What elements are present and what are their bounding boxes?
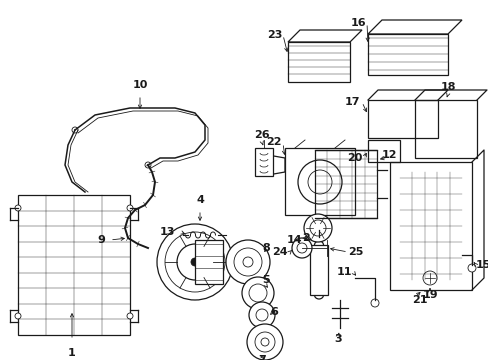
Text: 14: 14	[286, 235, 302, 245]
Bar	[195, 240, 223, 284]
Text: 12: 12	[381, 150, 397, 160]
Text: 5: 5	[262, 275, 269, 285]
Text: 13: 13	[159, 227, 175, 237]
Circle shape	[15, 205, 21, 211]
Bar	[414, 100, 476, 158]
Text: 4: 4	[196, 195, 203, 205]
Text: 10: 10	[132, 80, 147, 90]
Text: 2: 2	[302, 233, 309, 243]
Text: 17: 17	[344, 97, 359, 107]
Bar	[309, 245, 327, 295]
Circle shape	[157, 224, 232, 300]
Circle shape	[127, 205, 133, 211]
Circle shape	[191, 258, 199, 266]
Text: 26: 26	[254, 130, 269, 140]
Circle shape	[304, 214, 331, 242]
Circle shape	[422, 271, 436, 285]
Circle shape	[467, 264, 475, 272]
Circle shape	[127, 313, 133, 319]
Text: 15: 15	[475, 260, 488, 270]
Text: 19: 19	[421, 290, 437, 300]
Circle shape	[248, 302, 274, 328]
Circle shape	[72, 127, 78, 133]
Bar	[314, 150, 376, 218]
Bar	[367, 140, 399, 162]
Circle shape	[15, 313, 21, 319]
Bar	[367, 100, 437, 138]
Text: 22: 22	[266, 137, 282, 147]
Circle shape	[242, 277, 273, 309]
Text: 7: 7	[258, 355, 265, 360]
Circle shape	[246, 324, 283, 360]
Circle shape	[291, 238, 311, 258]
Bar	[254, 148, 272, 176]
Text: 21: 21	[411, 295, 427, 305]
Text: 11: 11	[336, 267, 351, 277]
Text: 6: 6	[269, 307, 277, 317]
Text: 9: 9	[97, 235, 105, 245]
Text: 3: 3	[333, 334, 341, 344]
Text: 18: 18	[439, 82, 455, 92]
Text: 20: 20	[346, 153, 361, 163]
Text: 1: 1	[68, 348, 76, 358]
Circle shape	[370, 299, 378, 307]
Circle shape	[145, 162, 151, 168]
Text: 25: 25	[347, 247, 363, 257]
Text: 8: 8	[262, 243, 269, 253]
Text: 24: 24	[272, 247, 287, 257]
Text: 23: 23	[266, 30, 282, 40]
Bar	[389, 162, 471, 290]
Text: 16: 16	[350, 18, 365, 28]
Circle shape	[225, 240, 269, 284]
